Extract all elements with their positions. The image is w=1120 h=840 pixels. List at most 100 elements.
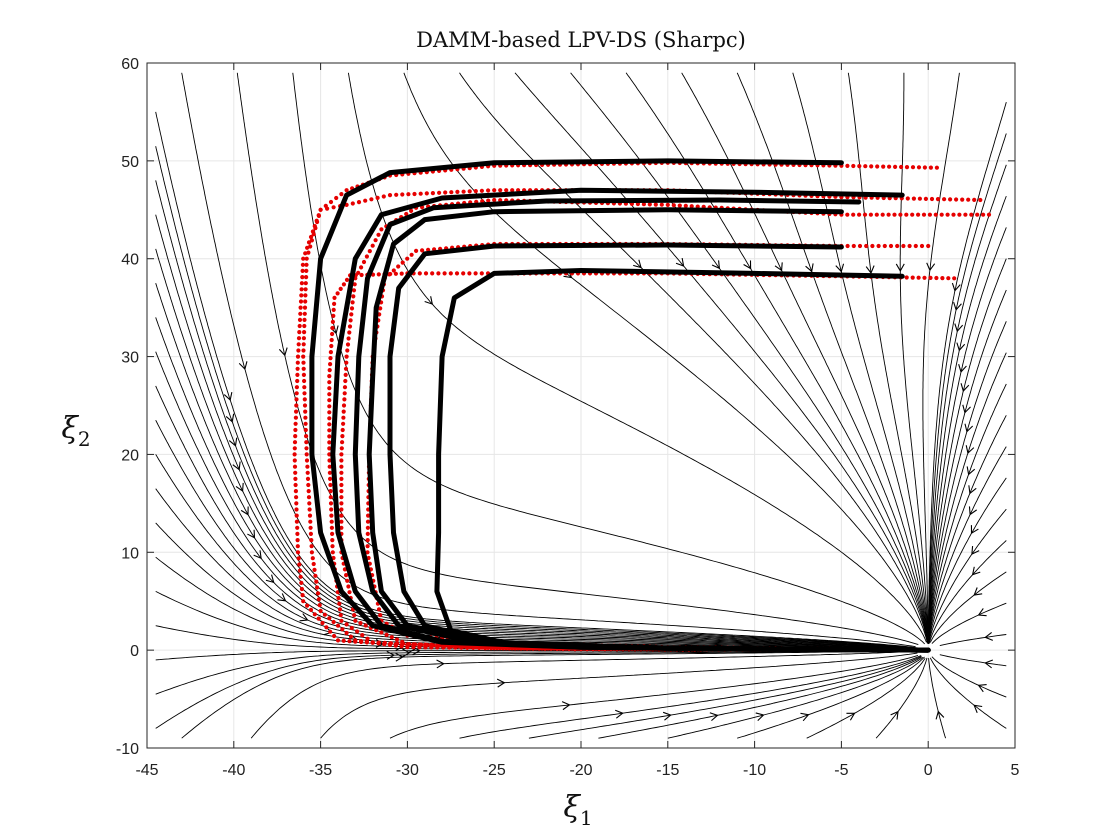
- demonstration-point: [327, 440, 332, 445]
- demonstration-point: [295, 360, 300, 365]
- demonstration-point: [486, 645, 491, 651]
- demonstration-point: [324, 625, 329, 630]
- demonstration-point: [298, 305, 303, 310]
- x-tick-label: -15: [656, 762, 679, 779]
- demonstration-point: [327, 616, 332, 621]
- demonstration-point: [928, 165, 934, 170]
- demonstration-point: [302, 403, 308, 408]
- demonstration-point: [689, 204, 694, 209]
- demonstration-point: [306, 250, 311, 255]
- demonstration-point: [301, 372, 306, 377]
- y-tick-label: 20: [121, 447, 139, 464]
- demonstration-point: [359, 265, 364, 270]
- streamline-arrow: [977, 684, 987, 693]
- demonstration-point: [355, 629, 360, 634]
- demonstration-point: [337, 607, 343, 612]
- demonstration-point: [294, 507, 299, 512]
- demonstration-point: [293, 470, 298, 475]
- demonstration-point: [864, 243, 869, 249]
- streamline-arrow: [424, 296, 434, 305]
- demonstration-point: [308, 525, 313, 530]
- demonstration-point: [400, 260, 405, 265]
- streamline: [927, 321, 1007, 644]
- demonstration-point: [328, 356, 333, 361]
- demonstration-point: [473, 645, 479, 650]
- demonstration-point: [293, 476, 298, 481]
- streamline-arrow: [633, 259, 642, 269]
- demonstration-point: [340, 440, 345, 445]
- demonstration-point: [486, 188, 491, 193]
- demonstration-point: [986, 212, 992, 217]
- demonstration-point: [952, 276, 957, 281]
- demonstration-point: [350, 201, 355, 206]
- streamline-arrow: [805, 263, 814, 273]
- demonstration-point: [417, 271, 422, 276]
- demonstration-point: [381, 194, 386, 199]
- demonstration-point: [292, 446, 297, 451]
- demonstration-point: [330, 538, 335, 543]
- streamline-arrow: [984, 631, 994, 641]
- demonstration-point: [431, 643, 436, 648]
- streamline: [927, 195, 1007, 644]
- streamline-arrow: [402, 648, 411, 658]
- demonstration-point: [330, 550, 335, 555]
- demonstration-point: [303, 287, 308, 292]
- demonstration-point: [442, 271, 447, 276]
- streamline-arrow: [223, 391, 233, 402]
- demonstration-point: [328, 350, 333, 355]
- demonstration-point: [419, 642, 424, 647]
- streamline-arrow: [953, 301, 962, 311]
- demonstration-point: [341, 638, 346, 643]
- demonstration-point: [313, 226, 318, 231]
- demonstration-point: [881, 164, 886, 169]
- demonstration-point: [904, 165, 910, 170]
- streamline: [459, 72, 928, 643]
- demonstration-point: [406, 192, 411, 197]
- streamline: [927, 164, 1007, 644]
- demonstration-point: [339, 476, 344, 481]
- demonstration-point: [328, 489, 333, 494]
- demonstration-point: [302, 385, 307, 390]
- demonstration-point: [449, 190, 454, 195]
- demonstration-point: [981, 212, 986, 217]
- demonstration-point: [338, 613, 343, 618]
- streamline: [320, 652, 918, 739]
- demonstration-point: [437, 190, 442, 195]
- demonstration-point: [960, 197, 965, 202]
- demonstration-point: [344, 573, 349, 578]
- demonstration-point: [400, 192, 405, 197]
- demonstration-point: [296, 348, 301, 353]
- demonstration-point: [857, 243, 863, 249]
- demonstration-point: [292, 464, 298, 469]
- streamline: [459, 655, 922, 739]
- demonstration-point: [298, 299, 304, 304]
- x-tick-label: -5: [834, 762, 848, 779]
- demonstration-point: [916, 165, 922, 170]
- demonstration-point: [461, 189, 466, 194]
- streamline: [181, 72, 916, 648]
- y-tick-label: 0: [130, 643, 139, 660]
- demonstration-point: [975, 212, 980, 217]
- x-tick-label: -10: [743, 762, 766, 779]
- demonstration-point: [492, 197, 497, 203]
- demonstration-point: [379, 630, 384, 635]
- demonstration-point: [922, 275, 927, 280]
- demonstration-point: [315, 585, 320, 590]
- demonstration-point: [294, 403, 299, 408]
- demonstration-point: [309, 538, 314, 543]
- demonstration-point: [899, 164, 904, 170]
- demonstration-point: [418, 191, 423, 196]
- demonstration-point: [504, 646, 509, 651]
- demonstration-point: [492, 646, 497, 651]
- demonstration-point: [299, 586, 304, 592]
- streamline: [922, 72, 960, 642]
- demonstration-point: [302, 323, 307, 329]
- streamline-arrow: [958, 364, 967, 373]
- demonstration-point: [665, 202, 670, 207]
- demonstration-point: [886, 212, 891, 217]
- demonstration-point: [370, 243, 375, 248]
- demonstration-point: [916, 212, 921, 217]
- streamline: [928, 508, 1007, 644]
- demonstration-point: [307, 501, 312, 506]
- streamline-arrow: [278, 347, 288, 357]
